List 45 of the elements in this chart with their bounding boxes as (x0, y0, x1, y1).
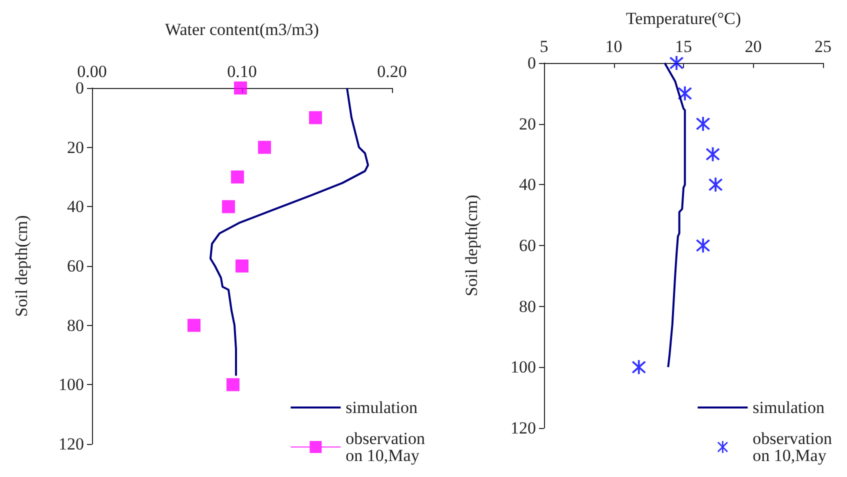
point (696, 238, 710, 252)
legend-label: observation on 10,May (346, 429, 426, 465)
point (258, 140, 271, 154)
point (231, 170, 244, 184)
y-tick-label: 80 (519, 296, 536, 316)
x-tick-label: 10 (605, 37, 622, 56)
legend-label: simulation (346, 398, 418, 417)
y-tick-label: 60 (519, 236, 536, 255)
point (632, 360, 646, 374)
x-tick-label: 0.20 (377, 62, 407, 81)
point (696, 116, 710, 131)
y-tick-label: 80 (67, 316, 84, 335)
point (670, 56, 684, 70)
y-axis-title: Soil depth(cm) (462, 194, 481, 296)
line-series (210, 87, 369, 377)
point (236, 260, 248, 272)
legend-label: observation on 10,May (752, 429, 832, 465)
point (188, 318, 200, 332)
y-tick-label: 20 (519, 114, 536, 134)
point (708, 178, 723, 192)
y-tick-label: 120 (58, 434, 84, 454)
y-tick-label: 100 (58, 375, 84, 394)
x-axis-title: Temperature(°C) (626, 9, 742, 28)
y-axis-title: Soil depth(cm) (12, 215, 31, 317)
x-tick-label: 5 (540, 37, 548, 56)
y-tick-label: 20 (67, 138, 84, 157)
y-tick-label: 0 (528, 54, 536, 72)
y-tick-label: 0 (76, 78, 84, 98)
point (226, 378, 240, 392)
x-tick-label: 15 (675, 37, 692, 56)
x-tick-label: 25 (814, 37, 832, 56)
y-tick-label: 60 (67, 256, 84, 276)
point (222, 200, 235, 214)
x-axis-title: Water content(m3/m3) (165, 20, 319, 39)
line-series (664, 62, 686, 368)
x-tick-label: 0.10 (227, 62, 257, 81)
x-tick-label: 20 (744, 37, 762, 56)
y-tick-label: 40 (519, 175, 536, 194)
point (309, 111, 322, 124)
y-tick-label: 100 (510, 358, 536, 377)
x-tick-label: 0.00 (77, 62, 107, 81)
y-tick-label: 120 (510, 418, 536, 438)
legend-label: simulation (752, 398, 825, 417)
point (234, 82, 247, 94)
y-tick-label: 40 (67, 197, 84, 216)
